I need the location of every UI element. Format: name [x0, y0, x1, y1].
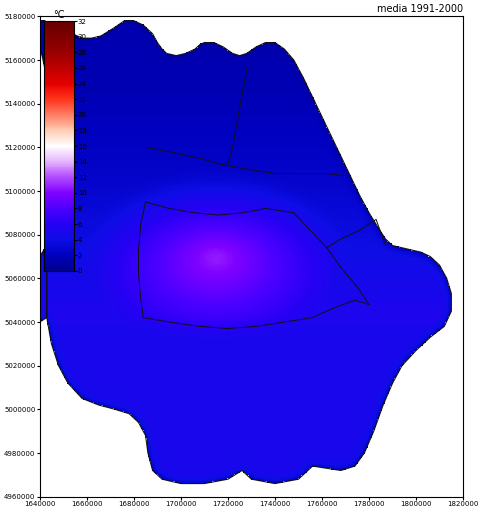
- Title: °C: °C: [53, 10, 65, 20]
- Text: media 1991-2000: media 1991-2000: [377, 4, 463, 14]
